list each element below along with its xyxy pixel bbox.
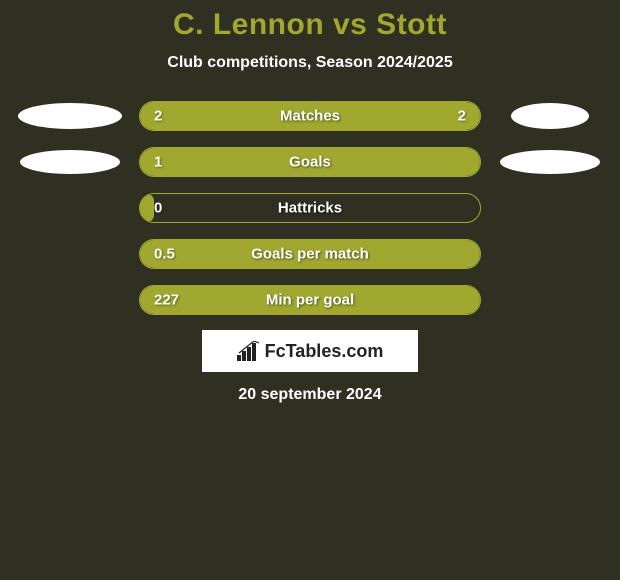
left-slot [19, 150, 139, 174]
stat-bar: 2 2 Matches [139, 101, 481, 131]
stat-label: Min per goal [266, 292, 354, 309]
right-slot [481, 150, 601, 174]
stat-label: Goals [289, 154, 331, 171]
stat-left-value: 0 [154, 200, 162, 217]
stat-label: Hattricks [278, 200, 342, 217]
stat-row: 0 Hattricks [0, 192, 620, 224]
stat-right-value: 2 [458, 108, 466, 125]
page-subtitle: Club competitions, Season 2024/2025 [0, 54, 620, 72]
stat-left-value: 1 [154, 154, 162, 171]
right-ellipse [511, 103, 589, 129]
stat-bar-fill [140, 194, 154, 222]
stat-left-value: 2 [154, 108, 162, 125]
right-ellipse [500, 150, 600, 174]
stat-row: 0.5 Goals per match [0, 238, 620, 270]
stat-bar: 0 Hattricks [139, 193, 481, 223]
comparison-card: C. Lennon vs Stott Club competitions, Se… [0, 0, 620, 404]
stats-list: 2 2 Matches 1 Goals 0 Hattricks 0.5 Goals per ma… [0, 100, 620, 316]
stat-bar: 1 Goals [139, 147, 481, 177]
stat-row: 1 Goals [0, 146, 620, 178]
branding-text: FcTables.com [265, 341, 384, 362]
bars-chart-icon [237, 341, 261, 361]
stat-row: 227 Min per goal [0, 284, 620, 316]
right-slot [481, 103, 601, 129]
stat-left-value: 0.5 [154, 246, 175, 263]
stat-left-value: 227 [154, 292, 179, 309]
stat-bar: 227 Min per goal [139, 285, 481, 315]
stat-label: Goals per match [251, 246, 369, 263]
left-ellipse [20, 150, 120, 174]
left-ellipse [18, 103, 122, 129]
left-slot [19, 103, 139, 129]
stat-bar: 0.5 Goals per match [139, 239, 481, 269]
branding-inner: FcTables.com [237, 341, 384, 362]
stat-label: Matches [280, 108, 340, 125]
page-title: C. Lennon vs Stott [0, 8, 620, 42]
branding-box[interactable]: FcTables.com [202, 330, 418, 372]
stat-row: 2 2 Matches [0, 100, 620, 132]
footer-date: 20 september 2024 [0, 386, 620, 404]
